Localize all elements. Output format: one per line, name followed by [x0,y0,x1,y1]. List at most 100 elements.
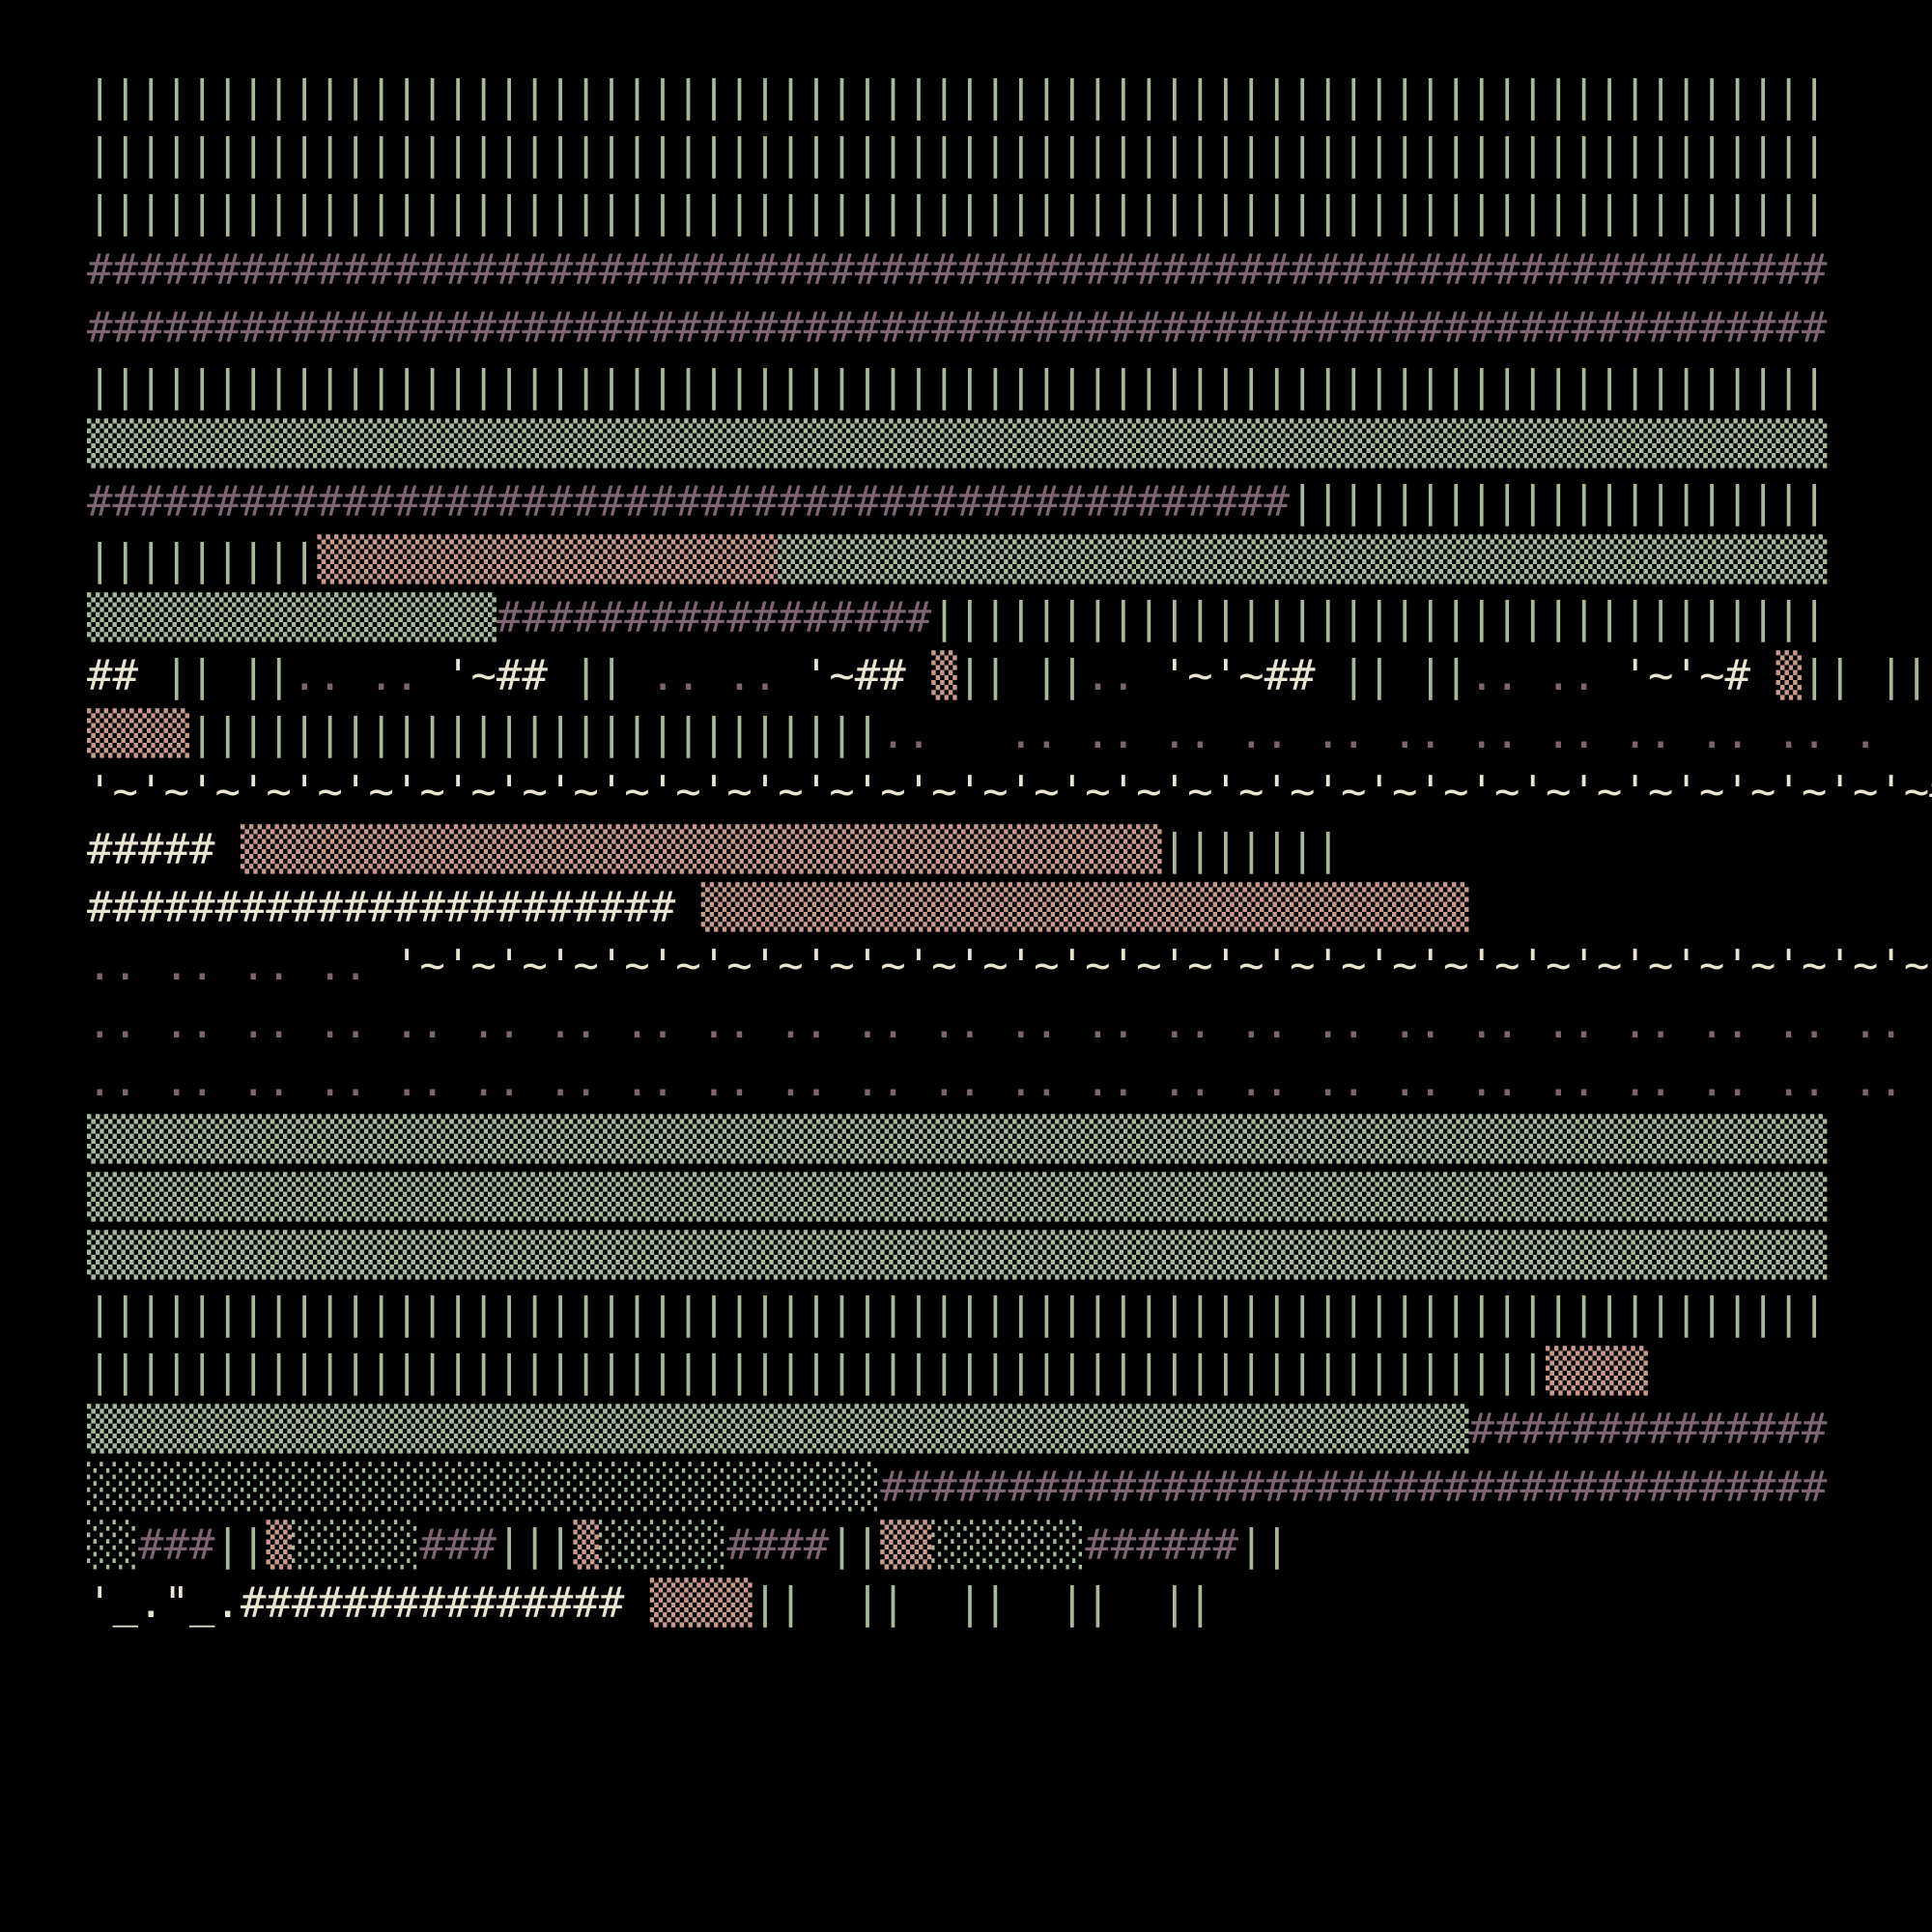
art-segment-mauve: .. .. [291,651,445,700]
art-segment-green: ||||||||||||||||||||||||||||||||||||||||… [87,1347,1546,1396]
art-segment-mauve: .. .. .. .. .. .. .. .. .. .. .. .. .. .… [87,999,1932,1048]
art-segment-cream: '~'~'~'~'~'~'~'~'~'~'~'~'~'~'~'~'~'~'~'~… [87,767,1932,816]
art-segment-cream: '~## [444,651,574,700]
art-segment-green: ||||||||||||||||||||||||||||||||||||||||… [87,187,1828,237]
art-segment-cream: '_."_. [87,1578,241,1628]
art-segment-salmon: ▒▒▒▒ [87,709,189,758]
art-segment-mauve: .. .. .. .. [87,941,394,990]
art-segment-green: ||||||||||||||||||||||||||||||||||||||||… [87,1289,1828,1338]
art-segment-green: ▒▒▒▒▒▒▒▒▒▒▒▒▒▒▒▒▒▒▒▒▒▒▒▒▒▒▒▒▒▒▒▒▒▒▒▒▒▒▒▒… [87,1405,1469,1454]
art-segment-green: ░░░░░ [291,1520,420,1570]
art-segment-green: ▒▒▒▒▒▒▒▒▒▒▒▒▒▒▒▒ [87,593,497,642]
art-segment-cream: '~## [803,651,932,700]
art-row: ▒▒▒▒▒▒▒▒▒▒▒▒▒▒▒▒▒▒▒▒▒▒▒▒▒▒▒▒▒▒▒▒▒▒▒▒▒▒▒▒… [87,1111,1932,1169]
art-segment-mauve: ########################################… [87,245,1828,295]
art-segment-green: ▒▒▒▒▒▒▒▒▒▒▒▒▒▒▒▒▒▒▒▒▒▒▒▒▒▒▒▒▒▒▒▒▒▒▒▒▒▒▒▒… [87,1231,1828,1280]
art-segment-salmon: ▒▒ [880,1520,932,1570]
art-segment-green: ▒▒▒▒▒▒▒▒▒▒▒▒▒▒▒▒▒▒▒▒▒▒▒▒▒▒▒▒▒▒▒▒▒▒▒▒▒▒▒▒… [778,535,1828,584]
art-row: ## || ||.. .. '~## || .. .. '~## ▒|| ||.… [87,647,1932,705]
art-segment-mauve: .. .. .. .. .. .. .. .. .. .. .. .. . [880,709,1879,758]
art-segment-green: || [573,651,650,700]
art-segment-green: || || [1801,651,1930,700]
art-segment-cream: ##### [87,825,241,874]
art-segment-mauve: ### [137,1520,215,1570]
art-row: ########################################… [87,473,1932,531]
art-segment-green: ||||||| [1161,825,1342,874]
art-segment-green: ||||||||||||||||||||||||||||||||||||||||… [87,361,1828,411]
art-row: ▒▒▒▒▒▒▒▒▒▒▒▒▒▒▒▒▒▒▒▒▒▒▒▒▒▒▒▒▒▒▒▒▒▒▒▒▒▒▒▒… [87,1169,1932,1227]
art-row: |||||||||▒▒▒▒▒▒▒▒▒▒▒▒▒▒▒▒▒▒▒▒▒▒▒▒▒▒▒▒▒▒▒… [87,531,1932,589]
art-segment-green: ▒▒▒▒▒▒▒▒▒▒▒▒▒▒▒▒▒▒▒▒▒▒▒▒▒▒▒▒▒▒▒▒▒▒▒▒▒▒▒▒… [87,419,1828,469]
art-row: ▒▒▒▒▒▒▒▒▒▒▒▒▒▒▒▒▒▒▒▒▒▒▒▒▒▒▒▒▒▒▒▒▒▒▒▒▒▒▒▒… [87,1227,1932,1285]
art-segment-mauve: #### [726,1520,830,1570]
art-segment-green: || [214,1520,267,1570]
art-segment-salmon: ▒ [573,1520,599,1570]
art-row: ▒▒▒▒▒▒▒▒▒▒▒▒▒▒▒▒▒▒▒▒▒▒▒▒▒▒▒▒▒▒▒▒▒▒▒▒▒▒▒▒… [87,415,1932,473]
art-row: ##### ▒▒▒▒▒▒▒▒▒▒▒▒▒▒▒▒▒▒▒▒▒▒▒▒▒▒▒▒▒▒▒▒▒▒… [87,821,1932,879]
art-segment-green: ||||||||||||||||||||||||||| [188,709,881,758]
art-segment-green: ||||||||||||||||||||||||||||||||||| [931,593,1828,642]
art-row: ########################################… [87,299,1932,357]
art-row: ░░###||▒░░░░░###|||▒░░░░░####||▒▒░░░░░░#… [87,1517,1932,1575]
art-segment-salmon: ▒▒▒▒▒▒▒▒▒▒▒▒▒▒▒▒▒▒▒▒▒▒▒▒▒▒▒▒▒▒ [700,883,1469,932]
art-segment-salmon: ▒▒▒▒ [649,1578,753,1628]
art-segment-cream: ####################### [87,883,701,932]
art-row: '_."_.############### ▒▒▒▒|| || || || || [87,1575,1932,1633]
art-segment-mauve: .. .. [1468,651,1623,700]
art-segment-mauve: ########################################… [87,303,1828,353]
art-segment-green: || || [1341,651,1469,700]
art-row: ▒▒▒▒▒▒▒▒▒▒▒▒▒▒▒▒▒▒▒▒▒▒▒▒▒▒▒▒▒▒▒▒▒▒▒▒▒▒▒▒… [87,1401,1932,1459]
art-segment-green: ░░░░░░ [931,1520,1086,1570]
art-segment-salmon: ▒ [931,651,957,700]
art-segment-mauve: ############## [1468,1405,1828,1454]
art-segment-green: ░░░░░░░░░░░░░░░░░░░░░░░░░░░░░░░ [87,1463,881,1512]
art-segment-green: ||||||||| [87,535,318,584]
art-segment-green: || [1238,1520,1291,1570]
art-segment-green: ▒▒▒▒▒▒▒▒▒▒▒▒▒▒▒▒▒▒▒▒▒▒▒▒▒▒▒▒▒▒▒▒▒▒▒▒▒▒▒▒… [87,1173,1828,1222]
art-segment-green: ░░░░░ [598,1520,727,1570]
art-segment-mauve: ################# [496,593,932,642]
art-segment-cream: '~'~'~'~'~'~'~'~'~'~'~'~'~'~'~'~'~'~'~'~… [393,941,1932,990]
art-segment-green: || || || || || [752,1578,1213,1628]
art-segment-green: ||||||||||||||||||||||||||||||||||||||||… [87,71,1828,121]
art-segment-salmon: ▒▒▒▒ [1545,1347,1648,1396]
art-segment-cream: ## [87,651,164,700]
art-segment-cream: '~'~## [1161,651,1342,700]
art-segment-cream: ############### [240,1578,650,1628]
art-row: ||||||||||||||||||||||||||||||||||||||||… [87,184,1932,242]
art-row: .. .. .. .. .. .. .. .. .. .. .. .. .. .… [87,1053,1932,1111]
art-segment-mauve: .. .. [649,651,804,700]
art-row: ||||||||||||||||||||||||||||||||||||||||… [87,357,1932,415]
art-segment-cream: '~'~# [1622,651,1776,700]
art-row: .. .. .. .. '~'~'~'~'~'~'~'~'~'~'~'~'~'~… [87,937,1932,995]
art-row: ▒▒▒▒|||||||||||||||||||||||||||.. .. .. … [87,705,1932,763]
art-segment-green: ||||||||||||||||||||||||||||||||||||||||… [87,129,1828,179]
art-segment-green: || || [163,651,292,700]
art-segment-mauve: ##################################### [880,1463,1828,1512]
art-row: ########################################… [87,242,1932,299]
art-segment-green: ||||||||||||||||||||| [1290,477,1828,526]
art-row: ||||||||||||||||||||||||||||||||||||||||… [87,126,1932,184]
art-segment-mauve: ###### [1085,1520,1239,1570]
art-segment-mauve: .. .. [1929,651,1932,700]
art-segment-mauve: .. [1085,651,1162,700]
art-row: ####################### ▒▒▒▒▒▒▒▒▒▒▒▒▒▒▒▒… [87,879,1932,937]
art-row: ▒▒▒▒▒▒▒▒▒▒▒▒▒▒▒▒#################|||||||… [87,589,1932,647]
art-segment-green: || || [956,651,1086,700]
art-segment-salmon: ▒ [266,1520,292,1570]
art-segment-mauve: ########################################… [87,477,1291,526]
art-segment-salmon: ▒▒▒▒▒▒▒▒▒▒▒▒▒▒▒▒▒▒▒▒▒▒▒▒▒▒▒▒▒▒▒▒▒▒▒▒ [240,825,1162,874]
art-row: .. .. .. .. .. .. .. .. .. .. .. .. .. .… [87,995,1932,1053]
art-segment-salmon: ▒▒▒▒▒▒▒▒▒▒▒▒▒▒▒▒▒▒ [317,535,779,584]
art-row: ||||||||||||||||||||||||||||||||||||||||… [87,1285,1932,1343]
art-row: '~'~'~'~'~'~'~'~'~'~'~'~'~'~'~'~'~'~'~'~… [87,763,1932,821]
art-segment-green: ▒▒▒▒▒▒▒▒▒▒▒▒▒▒▒▒▒▒▒▒▒▒▒▒▒▒▒▒▒▒▒▒▒▒▒▒▒▒▒▒… [87,1115,1828,1164]
art-row: ||||||||||||||||||||||||||||||||||||||||… [87,1343,1932,1401]
art-segment-green: ||| [496,1520,574,1570]
art-row: ||||||||||||||||||||||||||||||||||||||||… [87,68,1932,126]
ascii-art-grid: ||||||||||||||||||||||||||||||||||||||||… [87,68,1932,1633]
art-segment-mauve: ### [419,1520,497,1570]
art-segment-green: || [829,1520,881,1570]
art-segment-salmon: ▒ [1776,651,1802,700]
